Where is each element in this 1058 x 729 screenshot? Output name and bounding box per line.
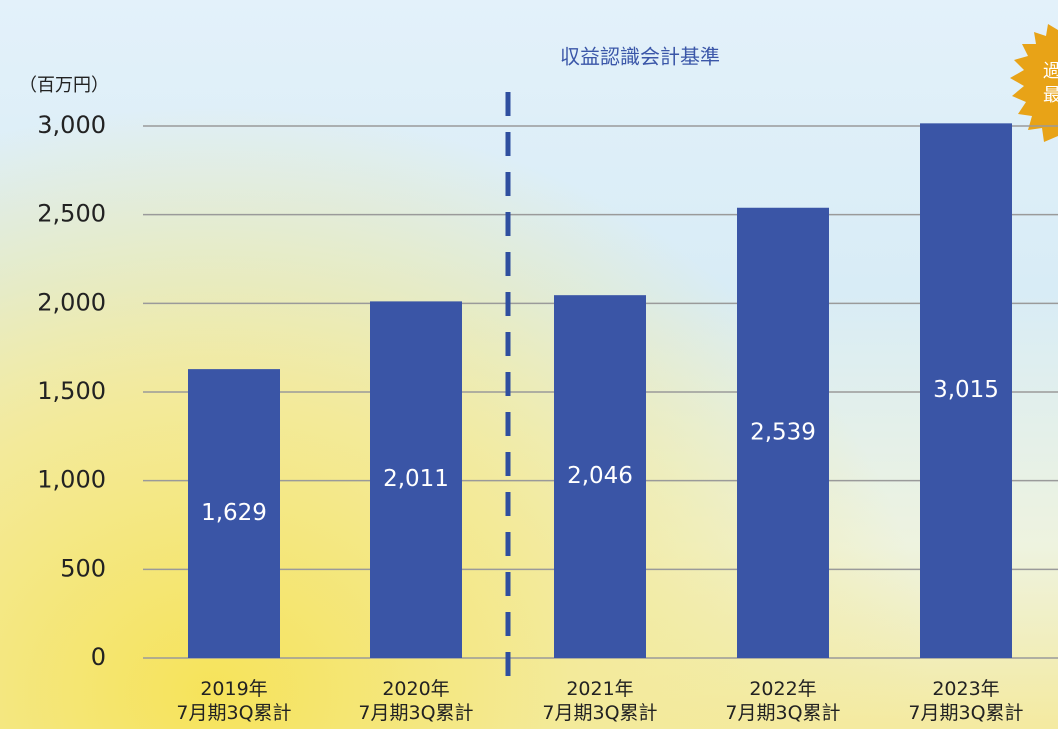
- value-label: 2,046: [567, 463, 633, 489]
- y-tick-label: 0: [91, 643, 106, 671]
- y-tick-label: 1,500: [37, 377, 106, 405]
- annotation: 収益認識会計基準: [560, 45, 720, 69]
- chart-svg: 収益認識会計基準 （百万円） 過 最 0 500 1,000 1,500 2,000 2,…: [0, 0, 1058, 729]
- x-tick-label: 2019年 7月期3Q累計: [144, 677, 324, 725]
- badge-text: 過: [1043, 61, 1058, 82]
- y-tick-label: 3,000: [37, 111, 106, 139]
- value-label: 2,011: [383, 466, 449, 492]
- x-tick-label: 2021年 7月期3Q累計: [510, 677, 690, 725]
- badge: [1010, 24, 1058, 142]
- y-tick-label: 500: [60, 554, 106, 582]
- y-tick-label: 2,500: [37, 200, 106, 228]
- y-tick-label: 1,000: [37, 466, 106, 494]
- badge-text: 最: [1043, 85, 1058, 106]
- value-label: 1,629: [201, 500, 267, 526]
- y-unit: （百万円）: [19, 75, 109, 96]
- x-tick-label: 2022年 7月期3Q累計: [693, 677, 873, 725]
- x-tick-label: 2023年 7月期3Q累計: [876, 677, 1056, 725]
- value-label: 3,015: [933, 377, 999, 403]
- x-tick-label: 2020年 7月期3Q累計: [326, 677, 506, 725]
- y-tick-label: 2,000: [37, 288, 106, 316]
- chart: 収益認識会計基準 （百万円） 過 最 0 500 1,000 1,500 2,000 2,…: [0, 0, 1058, 729]
- value-label: 2,539: [750, 419, 816, 445]
